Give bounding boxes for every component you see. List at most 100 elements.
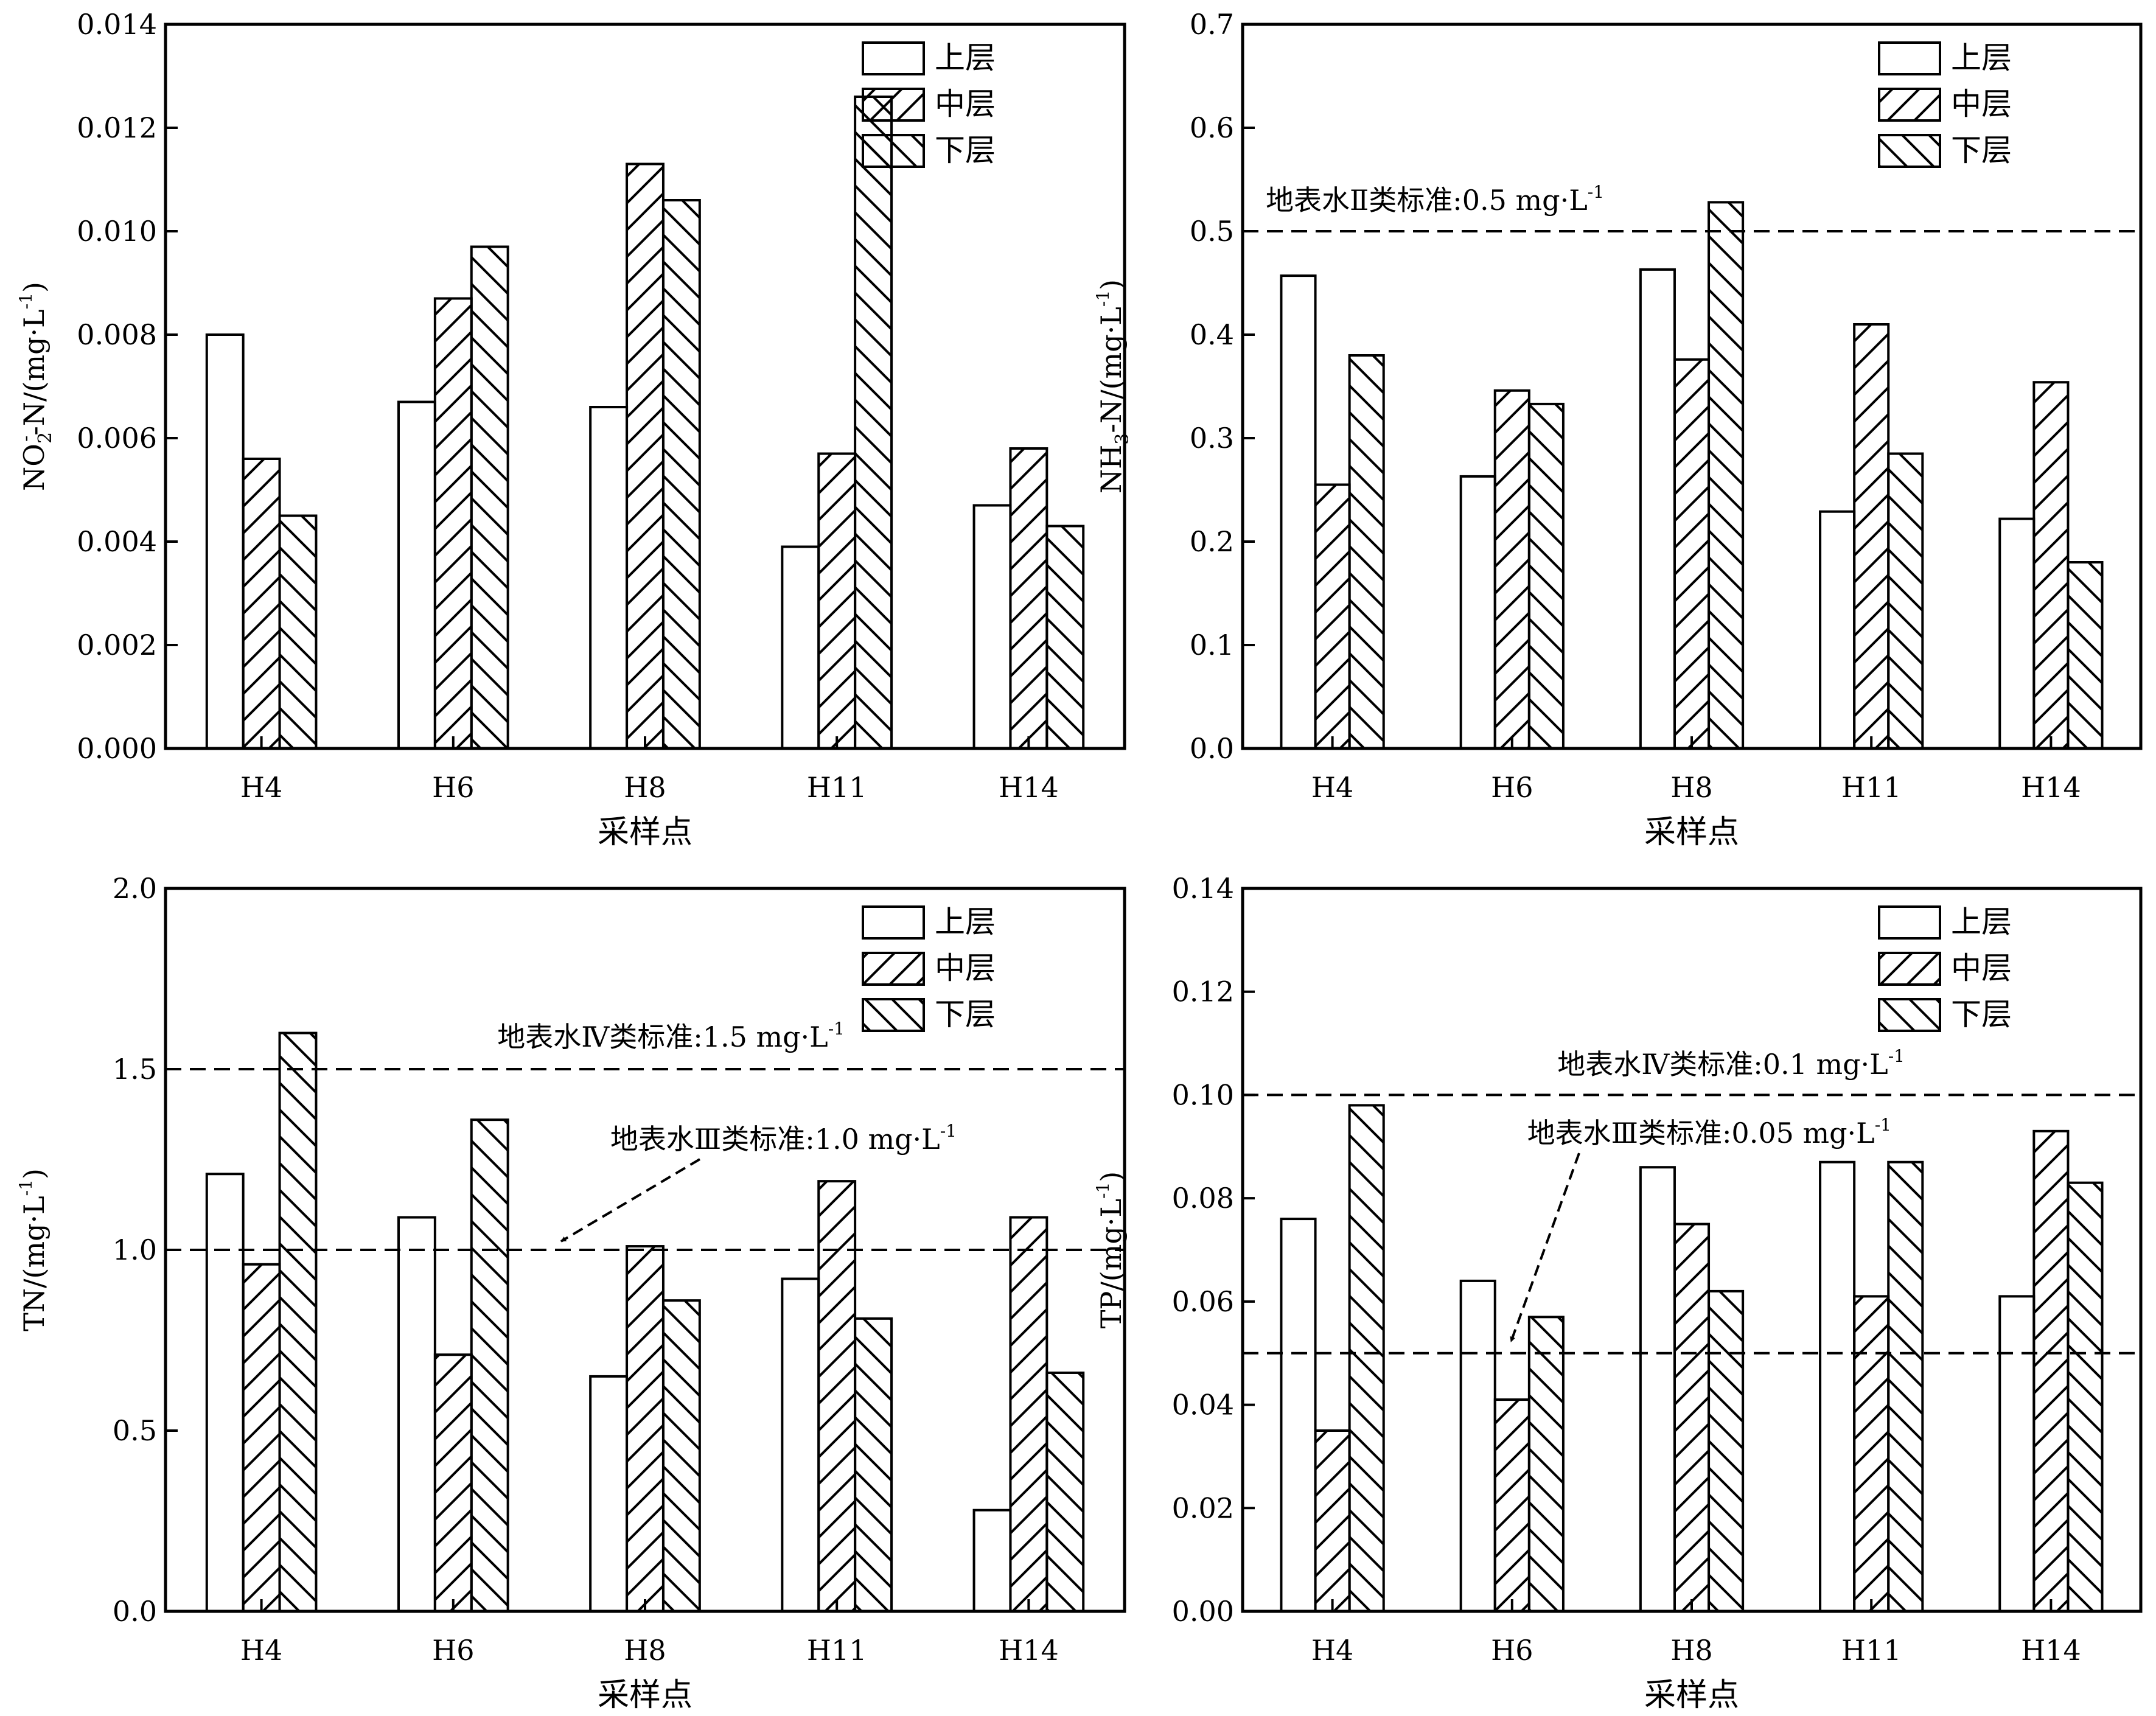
bar-h4-middle [242, 1263, 281, 1613]
legend-label-upper: 上层 [935, 904, 996, 940]
legend-label-lower: 下层 [1951, 997, 2012, 1032]
x-tick-label: H14 [2021, 1634, 2081, 1667]
y-tick-label: 0.00 [1172, 1595, 1234, 1628]
bar-h11-upper [1819, 1160, 1856, 1613]
reference-label-1: 地表水Ⅳ类标准:1.5 mg·L-1 [497, 1019, 845, 1053]
legend-label-upper: 上层 [1951, 904, 2012, 940]
x-tick-label: H11 [1841, 771, 1902, 804]
bar-h8-lower [1708, 1289, 1745, 1613]
bar-h14-upper [1998, 517, 2036, 750]
legend-swatch-middle [862, 88, 925, 122]
bar-h8-middle [626, 162, 665, 750]
x-tick-label: H14 [2021, 771, 2081, 804]
bar-h11-upper [781, 545, 820, 750]
y-tick-label: 0.5 [1190, 215, 1234, 248]
y-tick-label: 0.08 [1172, 1182, 1234, 1215]
bar-h8-middle [1673, 1222, 1711, 1613]
bar-h11-middle [817, 452, 857, 750]
y-tick-label: 0.3 [1190, 422, 1234, 455]
bar-h8-lower [1708, 201, 1745, 750]
bar-h11-middle [1853, 323, 1890, 750]
y-tick-label: 2.0 [113, 872, 157, 905]
y-tick-label: 0.010 [77, 215, 157, 248]
bar-h6-lower [1527, 1316, 1565, 1613]
plot-frame [1241, 23, 2143, 750]
bar-h6-lower [1527, 402, 1565, 750]
y-tick-label: 0.12 [1172, 975, 1234, 1008]
y-tick-label: 0.06 [1172, 1285, 1234, 1318]
y-axis-label: NO2--N/(mg·L-1) [15, 282, 56, 491]
chart-panel-1: H4 H6 H8 H11 H14 0.000 0.002 0.004 0.006 0.008 0.0… [15, 8, 1126, 851]
x-tick-label: H11 [807, 1634, 867, 1667]
bar-h6-upper [1459, 1279, 1496, 1613]
reference-label-2: 地表水Ⅲ类标准:1.0 mg·L-1 [610, 1121, 957, 1156]
y-tick-label: 0.14 [1172, 872, 1234, 905]
legend-label-lower: 下层 [1951, 133, 2012, 168]
bar-h6-lower [470, 245, 509, 750]
bar-h4-upper [205, 333, 245, 750]
bar-h11-middle [1853, 1295, 1890, 1613]
bar-h8-lower [661, 199, 701, 750]
legend-swatch-middle [862, 952, 925, 986]
legend-swatch-upper [862, 41, 925, 75]
x-tick-label: H8 [624, 771, 666, 804]
y-tick-label: 1.5 [113, 1053, 157, 1086]
legend-swatch-middle [1878, 88, 1941, 122]
bar-h14-lower [2067, 561, 2104, 750]
y-tick-label: 0.008 [77, 318, 157, 351]
y-tick-label: 0.002 [77, 629, 157, 661]
bar-h6-middle [433, 1353, 473, 1613]
bar-h14-lower [1045, 525, 1085, 750]
chart-panel-2: H4 H6 H8 H11 H14 0.0 0.1 0.2 0.3 0.4 0.5 0.6 0.7 地表水Ⅱ… [1093, 8, 2143, 851]
chart-panel-4: H4 H6 H8 H11 H14 0.00 0.02 0.04 0.06 0.08 0.10 0.12… [1093, 872, 2143, 1714]
bar-h14-upper [972, 1508, 1012, 1613]
bar-h11-lower [1887, 452, 1924, 750]
x-tick-label: H4 [240, 1634, 282, 1667]
x-tick-label: H8 [1670, 1634, 1712, 1667]
legend-swatch-lower [862, 134, 925, 168]
y-tick-label: 0.004 [77, 525, 157, 558]
y-tick-label: 0.0 [1190, 732, 1234, 765]
bar-h6-middle [1493, 389, 1530, 750]
legend-label-middle: 中层 [1951, 86, 2012, 122]
bar-h6-middle [1493, 1398, 1530, 1613]
x-axis-label: 采样点 [598, 814, 693, 851]
legend-label-upper: 上层 [935, 40, 996, 75]
bar-h14-lower [1045, 1371, 1085, 1613]
reference-label-2: 地表水Ⅲ类标准:0.05 mg·L-1 [1527, 1115, 1891, 1149]
x-tick-label: H4 [1311, 1634, 1353, 1667]
y-axis-label: TN/(mg·L-1) [16, 1168, 51, 1331]
y-tick-label: 0.012 [77, 111, 157, 144]
y-axis-label: NH3-N/(mg·L-1) [1093, 279, 1133, 494]
bar-h4-lower [278, 514, 318, 750]
x-tick-label: H4 [240, 771, 282, 804]
x-tick-label: H11 [807, 771, 867, 804]
legend-swatch-upper [1878, 905, 1941, 940]
x-axis-label: 采样点 [1644, 1677, 1739, 1714]
y-tick-label: 0.02 [1172, 1491, 1234, 1524]
bar-h4-lower [1348, 1104, 1385, 1613]
y-tick-label: 0.000 [77, 732, 157, 765]
bar-h11-upper [1819, 510, 1856, 750]
bar-h4-upper [1280, 274, 1317, 750]
y-tick-label: 0.014 [77, 8, 157, 41]
plot-frame [164, 23, 1126, 750]
bar-h8-upper [589, 406, 629, 750]
bar-h6-lower [470, 1118, 509, 1613]
bar-h4-upper [1280, 1218, 1317, 1613]
bar-h6-upper [397, 400, 436, 750]
x-tick-label: H11 [1841, 1634, 1902, 1667]
bar-h6-upper [397, 1216, 436, 1613]
bar-h4-lower [278, 1031, 318, 1613]
bar-h4-upper [205, 1173, 245, 1613]
x-tick-label: H6 [432, 1634, 474, 1667]
legend-swatch-upper [1878, 41, 1941, 75]
legend-label-lower: 下层 [935, 997, 996, 1032]
legend-label-lower: 下层 [935, 133, 996, 168]
reference-label-1: 地表水Ⅱ类标准:0.5 mg·L-1 [1266, 182, 1604, 217]
legend-swatch-lower [1878, 998, 1941, 1032]
